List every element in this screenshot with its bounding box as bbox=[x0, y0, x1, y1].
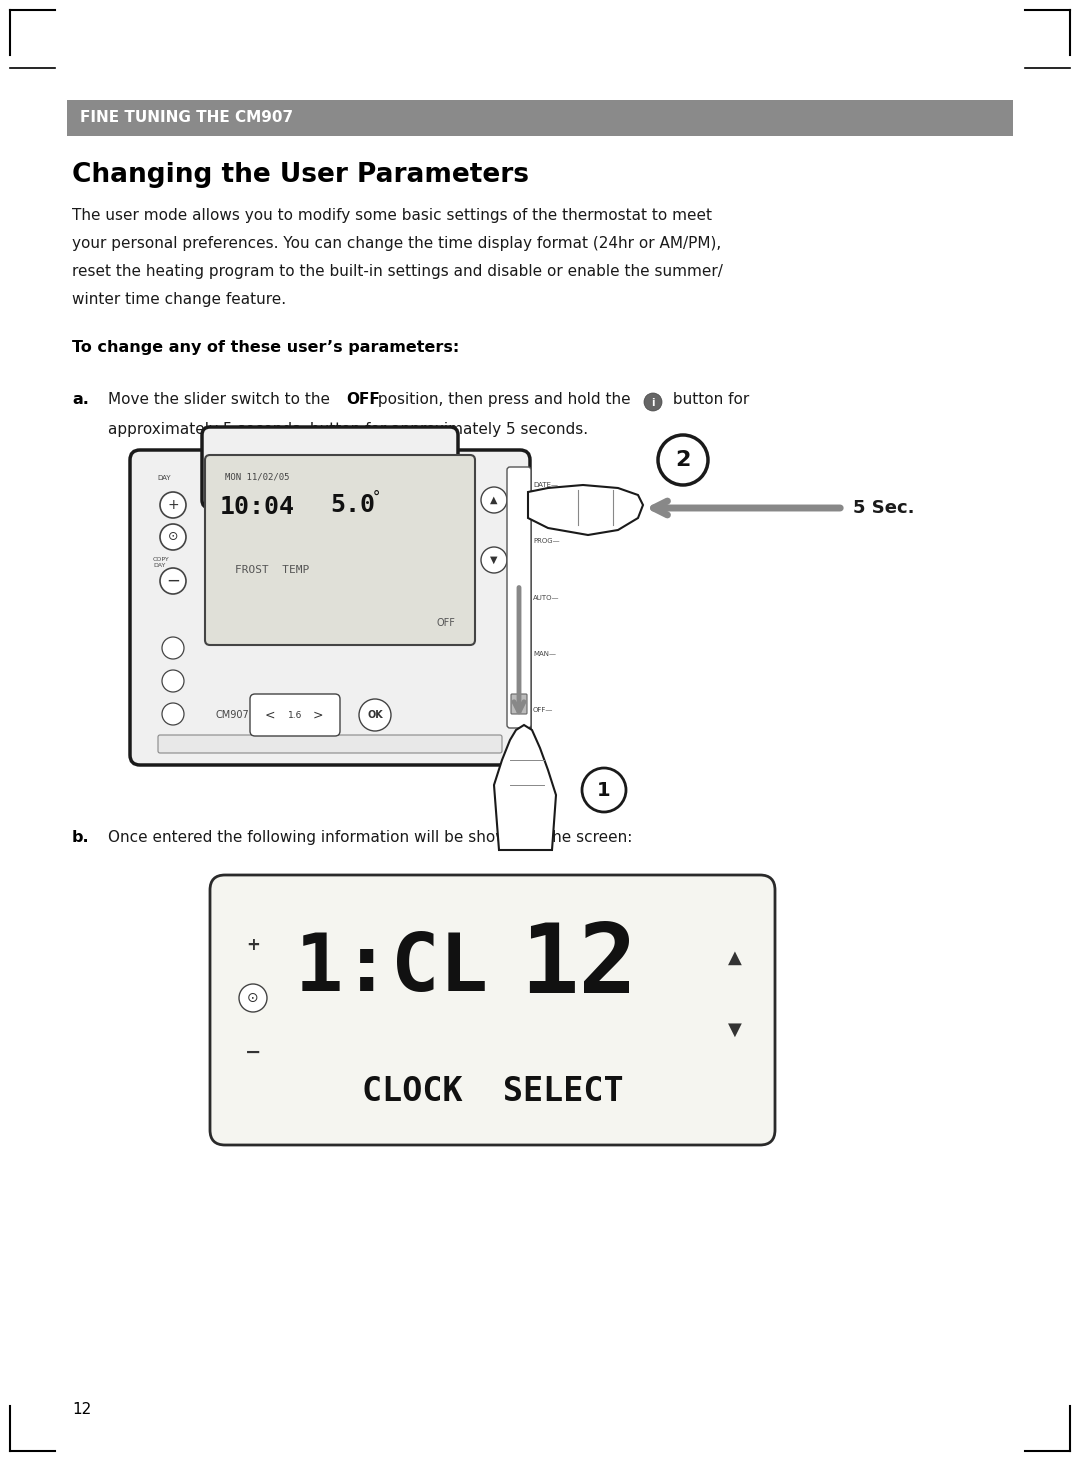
Text: AUTO—: AUTO— bbox=[534, 595, 559, 600]
Text: 2: 2 bbox=[675, 450, 691, 470]
Text: −: − bbox=[166, 573, 180, 590]
FancyBboxPatch shape bbox=[210, 875, 775, 1145]
Text: i: i bbox=[651, 397, 654, 408]
Bar bbox=[67, 99, 1013, 136]
Text: −: − bbox=[245, 1043, 261, 1062]
Text: CM907: CM907 bbox=[215, 710, 248, 720]
Circle shape bbox=[481, 546, 507, 573]
Text: ▲: ▲ bbox=[490, 495, 498, 506]
Circle shape bbox=[160, 568, 186, 595]
Text: 12: 12 bbox=[72, 1401, 91, 1417]
Text: OFF—: OFF— bbox=[534, 707, 553, 713]
Text: approximately 5 seconds. button for approximately 5 seconds.: approximately 5 seconds. button for appr… bbox=[108, 422, 589, 437]
Text: 5 Sec.: 5 Sec. bbox=[853, 500, 915, 517]
Circle shape bbox=[160, 524, 186, 549]
Text: 1.6: 1.6 bbox=[287, 710, 302, 719]
Text: MAN—: MAN— bbox=[534, 650, 556, 657]
Text: 1: 1 bbox=[597, 780, 611, 799]
Text: The user mode allows you to modify some basic settings of the thermostat to meet: The user mode allows you to modify some … bbox=[72, 207, 712, 224]
Text: Move the slider switch to the: Move the slider switch to the bbox=[108, 392, 335, 408]
Circle shape bbox=[162, 637, 184, 659]
Circle shape bbox=[359, 698, 391, 730]
Text: b.: b. bbox=[72, 830, 90, 844]
Text: OFF: OFF bbox=[346, 392, 380, 408]
Text: button for: button for bbox=[669, 392, 750, 408]
Text: position, then press and hold the: position, then press and hold the bbox=[373, 392, 635, 408]
Circle shape bbox=[239, 985, 267, 1012]
Text: 10:04: 10:04 bbox=[220, 495, 295, 519]
Text: reset the heating program to the built-in settings and disable or enable the sum: reset the heating program to the built-i… bbox=[72, 264, 723, 279]
Circle shape bbox=[162, 671, 184, 693]
Text: 1:CL: 1:CL bbox=[295, 931, 489, 1008]
Polygon shape bbox=[494, 725, 556, 850]
Text: CLOCK  SELECT: CLOCK SELECT bbox=[362, 1075, 623, 1107]
Text: ▼: ▼ bbox=[728, 1021, 742, 1039]
Circle shape bbox=[481, 487, 507, 513]
Circle shape bbox=[644, 393, 662, 411]
Text: DAY: DAY bbox=[157, 475, 171, 481]
Polygon shape bbox=[528, 485, 643, 535]
Text: FINE TUNING THE CM907: FINE TUNING THE CM907 bbox=[80, 111, 293, 126]
Text: ⊙: ⊙ bbox=[167, 530, 178, 543]
Text: your personal preferences. You can change the time display format (24hr or AM/PM: your personal preferences. You can chang… bbox=[72, 237, 721, 251]
Text: ▲: ▲ bbox=[728, 950, 742, 967]
Circle shape bbox=[162, 703, 184, 725]
FancyBboxPatch shape bbox=[158, 735, 502, 752]
Text: To change any of these user’s parameters:: To change any of these user’s parameters… bbox=[72, 340, 459, 355]
FancyBboxPatch shape bbox=[507, 468, 531, 728]
Text: °: ° bbox=[372, 489, 381, 506]
Text: +: + bbox=[246, 937, 260, 954]
Text: +: + bbox=[167, 498, 179, 511]
FancyBboxPatch shape bbox=[249, 694, 340, 736]
Text: Once entered the following information will be shown on the screen:: Once entered the following information w… bbox=[108, 830, 633, 844]
Text: DATE—: DATE— bbox=[534, 482, 558, 488]
Text: >: > bbox=[312, 709, 323, 722]
Circle shape bbox=[658, 435, 708, 485]
FancyBboxPatch shape bbox=[511, 694, 527, 714]
Text: PROG—: PROG— bbox=[534, 538, 559, 545]
Text: OFF: OFF bbox=[436, 618, 455, 628]
Circle shape bbox=[582, 768, 626, 812]
Text: Changing the User Parameters: Changing the User Parameters bbox=[72, 162, 529, 188]
Text: 5.0: 5.0 bbox=[330, 492, 375, 517]
Circle shape bbox=[160, 492, 186, 519]
Text: <: < bbox=[265, 709, 275, 722]
Text: ⊙: ⊙ bbox=[247, 991, 259, 1005]
FancyBboxPatch shape bbox=[205, 454, 475, 644]
Text: OK: OK bbox=[367, 710, 383, 720]
Text: ▼: ▼ bbox=[490, 555, 498, 565]
FancyBboxPatch shape bbox=[202, 427, 458, 508]
Text: FROST  TEMP: FROST TEMP bbox=[235, 565, 309, 576]
Text: winter time change feature.: winter time change feature. bbox=[72, 292, 286, 307]
Text: 12: 12 bbox=[519, 920, 637, 1012]
Text: MON 11/02/05: MON 11/02/05 bbox=[225, 472, 289, 481]
FancyBboxPatch shape bbox=[130, 450, 530, 766]
Text: a.: a. bbox=[72, 392, 89, 408]
Text: COPY
DAY: COPY DAY bbox=[153, 557, 170, 568]
